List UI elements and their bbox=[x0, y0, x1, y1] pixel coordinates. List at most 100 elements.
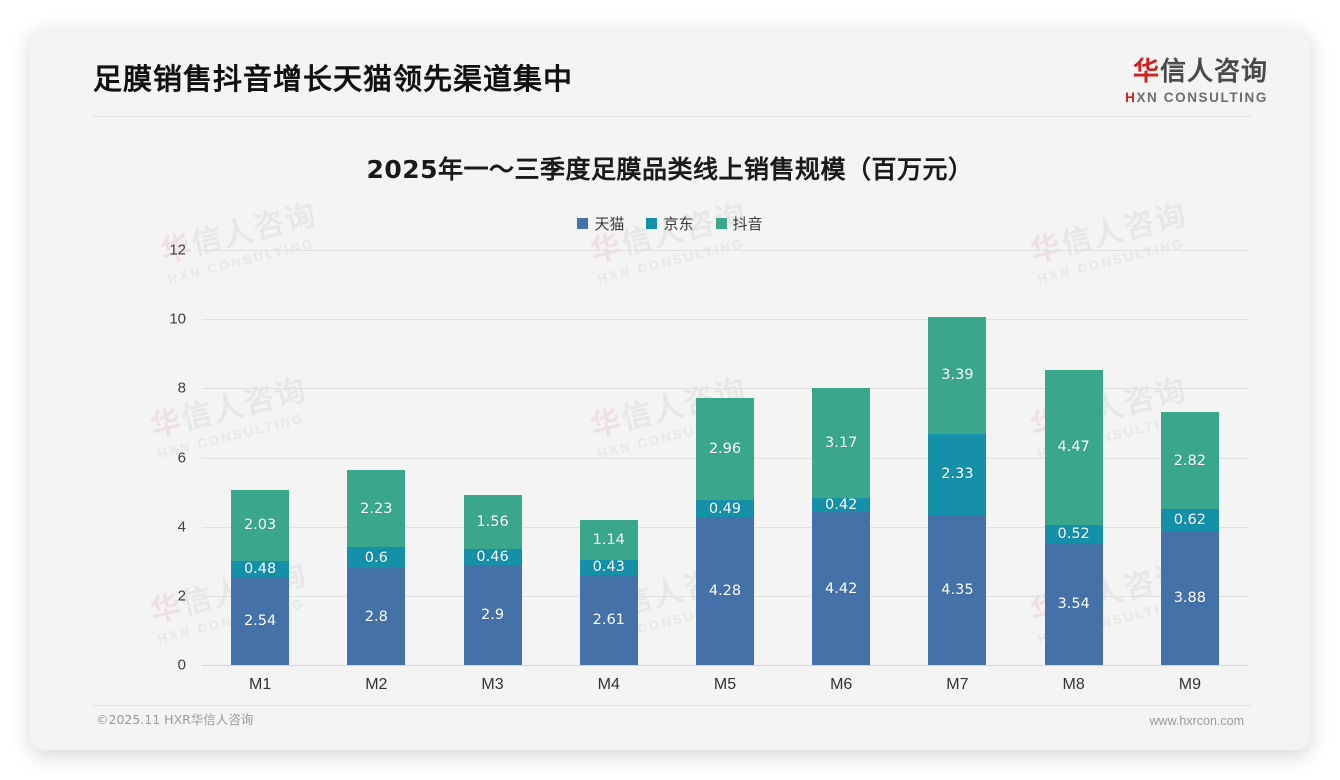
bar-segment-京东[interactable]: 0.43 bbox=[579, 559, 638, 575]
bar-value-label: 2.9 bbox=[481, 606, 505, 623]
bar-segment-京东[interactable]: 0.49 bbox=[695, 500, 754, 517]
bar-value-label: 1.56 bbox=[476, 513, 509, 530]
bar-segment-抖音[interactable]: 1.56 bbox=[463, 494, 522, 549]
bar-column[interactable]: 2.03 0.48 2.54 bbox=[231, 250, 290, 665]
bar-segment-京东[interactable]: 0.46 bbox=[463, 548, 522, 565]
chart-bars: 2.03 0.48 2.54 2.23 0.6 2.8 1.56 0.46 2.9 1.14 0.4… bbox=[202, 250, 1248, 665]
bar-column[interactable]: 1.14 0.43 2.61 bbox=[579, 250, 638, 665]
legend-item-京东[interactable]: 京东 bbox=[646, 213, 694, 234]
bar-value-label: 0.62 bbox=[1173, 512, 1206, 529]
legend-label: 抖音 bbox=[732, 215, 763, 233]
y-axis-tick-label: 2 bbox=[177, 587, 186, 605]
y-axis-tick-label: 12 bbox=[169, 241, 186, 259]
bar-segment-天猫[interactable]: 4.35 bbox=[928, 514, 987, 665]
logo-chinese: 华信人咨询 bbox=[1125, 58, 1268, 87]
logo-chinese-red: 华 bbox=[1132, 57, 1160, 87]
y-axis-labels: 12 10 8 6 4 2 0 bbox=[148, 242, 194, 674]
legend-label: 天猫 bbox=[594, 215, 625, 233]
legend-swatch-icon bbox=[577, 218, 589, 229]
bar-segment-天猫[interactable]: 2.8 bbox=[347, 568, 406, 665]
x-axis-tick-label: M4 bbox=[597, 676, 620, 693]
bar-segment-京东[interactable]: 0.42 bbox=[812, 496, 871, 513]
bar-column[interactable]: 2.96 0.49 4.28 bbox=[695, 250, 754, 665]
gridline bbox=[202, 665, 1248, 666]
bar-segment-天猫[interactable]: 4.28 bbox=[695, 516, 754, 665]
header-divider bbox=[93, 116, 1251, 117]
bar-segment-抖音[interactable]: 1.14 bbox=[579, 520, 638, 560]
x-axis-tick-label: M3 bbox=[481, 676, 504, 693]
legend-label: 京东 bbox=[663, 215, 694, 233]
bar-column[interactable]: 3.39 2.33 4.35 bbox=[928, 250, 987, 665]
bar-segment-抖音[interactable]: 2.96 bbox=[695, 397, 754, 501]
x-axis-tick-label: M1 bbox=[248, 676, 272, 693]
legend-item-抖音[interactable]: 抖音 bbox=[715, 213, 763, 234]
y-axis-tick-label: 4 bbox=[177, 518, 186, 536]
bar-value-label: 0.46 bbox=[476, 548, 509, 565]
bar-value-label: 2.03 bbox=[243, 517, 277, 534]
footer-copyright: ©2025.11 HXR华信人咨询 bbox=[96, 712, 254, 727]
x-axis-tick-label: M8 bbox=[1062, 676, 1085, 693]
legend-swatch-icon bbox=[646, 218, 658, 229]
bar-column[interactable]: 3.17 0.42 4.42 bbox=[812, 250, 871, 665]
footer-divider bbox=[93, 705, 1251, 706]
bar-segment-天猫[interactable]: 4.42 bbox=[812, 512, 871, 665]
bar-value-label: 3.88 bbox=[1173, 589, 1206, 606]
x-axis-labels: M1 M2 M3 M4 M5 M6 M7 M8 M9 bbox=[202, 668, 1248, 702]
bar-segment-天猫[interactable]: 2.54 bbox=[231, 577, 290, 665]
bar-segment-京东[interactable]: 0.48 bbox=[231, 560, 290, 578]
bar-segment-天猫[interactable]: 2.9 bbox=[463, 564, 522, 665]
chart-legend: 天猫 京东 抖音 bbox=[30, 213, 1310, 234]
bar-segment-抖音[interactable]: 2.23 bbox=[347, 470, 406, 548]
bar-value-label: 0.48 bbox=[243, 560, 277, 577]
bar-column[interactable]: 4.47 0.52 3.54 bbox=[1044, 250, 1103, 665]
bar-segment-京东[interactable]: 0.62 bbox=[1160, 509, 1219, 531]
x-axis-tick-label: M2 bbox=[365, 676, 388, 693]
bar-value-label: 4.28 bbox=[708, 582, 742, 599]
logo-english-red: H bbox=[1125, 89, 1137, 105]
bar-column[interactable]: 2.82 0.62 3.88 bbox=[1160, 250, 1219, 665]
bar-value-label: 4.47 bbox=[1057, 439, 1090, 456]
y-axis-tick-label: 8 bbox=[177, 379, 186, 397]
gridline bbox=[202, 388, 1248, 390]
bar-value-label: 2.23 bbox=[360, 500, 393, 517]
bar-value-label: 2.54 bbox=[243, 613, 277, 630]
y-axis-tick-label: 0 bbox=[177, 656, 186, 674]
bar-segment-京东[interactable]: 0.52 bbox=[1044, 524, 1103, 543]
bar-value-label: 0.49 bbox=[708, 500, 742, 517]
bar-segment-抖音[interactable]: 3.39 bbox=[928, 316, 987, 434]
bar-value-label: 4.35 bbox=[941, 581, 974, 598]
y-axis-tick-label: 6 bbox=[177, 449, 186, 466]
bar-column[interactable]: 1.56 0.46 2.9 bbox=[463, 250, 522, 665]
slide-header: 足膜销售抖音增长天猫领先渠道集中 华信人咨询 HXN CONSULTING bbox=[30, 28, 1310, 121]
x-axis-tick-label: M5 bbox=[713, 676, 737, 693]
bar-segment-天猫[interactable]: 3.88 bbox=[1160, 530, 1219, 665]
gridline bbox=[202, 319, 1248, 321]
logo-english-rest: XN CONSULTING bbox=[1136, 89, 1268, 105]
bar-value-label: 0.42 bbox=[825, 496, 858, 513]
bar-value-label: 3.17 bbox=[825, 434, 858, 451]
bar-column[interactable]: 2.23 0.6 2.8 bbox=[347, 250, 406, 665]
footer-website: www.hxrcon.com bbox=[1149, 714, 1244, 728]
bar-segment-抖音[interactable]: 2.03 bbox=[231, 490, 290, 561]
legend-swatch-icon bbox=[715, 218, 727, 229]
bar-segment-京东[interactable]: 0.6 bbox=[347, 547, 406, 569]
bar-segment-天猫[interactable]: 2.61 bbox=[579, 574, 638, 665]
legend-item-天猫[interactable]: 天猫 bbox=[577, 213, 624, 234]
bar-value-label: 2.8 bbox=[364, 608, 388, 625]
bar-value-label: 4.42 bbox=[825, 580, 858, 597]
bar-value-label: 2.61 bbox=[592, 611, 625, 628]
bar-value-label: 2.96 bbox=[708, 440, 742, 457]
x-axis-tick-label: M7 bbox=[946, 676, 969, 693]
gridline bbox=[202, 250, 1248, 251]
bar-segment-抖音[interactable]: 4.47 bbox=[1044, 370, 1103, 525]
x-axis-tick-label: M6 bbox=[830, 676, 853, 693]
company-logo: 华信人咨询 HXN CONSULTING bbox=[1125, 58, 1268, 105]
bar-segment-天猫[interactable]: 3.54 bbox=[1044, 542, 1103, 665]
bar-segment-抖音[interactable]: 2.82 bbox=[1160, 411, 1219, 510]
logo-english: HXN CONSULTING bbox=[1125, 90, 1268, 105]
bar-value-label: 3.39 bbox=[941, 367, 974, 384]
bar-segment-抖音[interactable]: 3.17 bbox=[812, 388, 871, 498]
bar-value-label: 2.82 bbox=[1173, 452, 1206, 469]
bar-segment-京东[interactable]: 2.33 bbox=[928, 433, 987, 515]
chart-plot-area: 12 10 8 6 4 2 0 2.03 0.48 2.54 2.23 0.6 2.8 1.56 0.46… bbox=[148, 242, 1248, 702]
